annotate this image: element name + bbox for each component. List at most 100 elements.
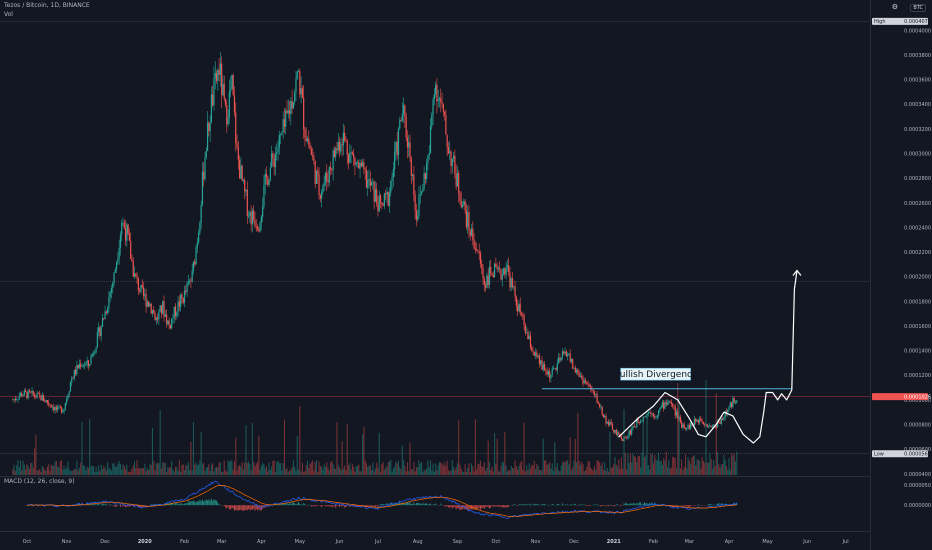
candle-body: [94, 352, 96, 354]
candle-body: [206, 122, 209, 151]
volume-bar: [199, 460, 201, 475]
candle-body: [392, 169, 394, 178]
macd-hist-bar: [643, 502, 645, 506]
volume-bar: [440, 462, 442, 475]
volume-bar: [207, 466, 209, 475]
macd-hist-bar: [281, 503, 283, 506]
macd-hist-bar: [291, 502, 293, 506]
macd-hist-bar: [266, 505, 268, 506]
volume-bar: [354, 471, 356, 475]
candle-body: [272, 153, 274, 159]
macd-hist-bar: [78, 503, 80, 506]
macd-hist-bar: [208, 499, 210, 506]
volume-bar: [63, 465, 65, 475]
candle-body: [627, 436, 629, 439]
macd-hist-bar: [517, 505, 519, 506]
volume-bar: [429, 460, 432, 475]
macd-hist-bar: [108, 505, 110, 506]
macd-hist-bar: [718, 503, 720, 506]
macd-hist-bar: [464, 505, 466, 510]
price-tick-label: 0.0001200: [904, 373, 931, 379]
time-tick-label: Apr: [257, 539, 267, 545]
time-tick-label: May: [762, 539, 772, 545]
candle-body: [322, 186, 324, 192]
candle-body: [725, 411, 728, 414]
volume-bar: [240, 466, 242, 475]
volume-bar: [684, 454, 687, 475]
macd-hist-bar: [207, 500, 209, 506]
volume-bar: [287, 471, 289, 475]
volume-bar: [588, 461, 590, 475]
volume-bar: [433, 471, 435, 475]
volume-bar: [565, 460, 567, 475]
volume-bar: [235, 437, 237, 475]
candle-body: [470, 228, 473, 236]
volume-bar: [664, 460, 666, 475]
currency-badge[interactable]: BTC: [910, 4, 926, 12]
volume-bar: [600, 465, 602, 475]
candle-body: [271, 153, 273, 168]
candle-body: [394, 151, 396, 170]
volume-bar: [517, 469, 519, 475]
candle-body: [623, 437, 625, 442]
macd-hist-bar: [646, 502, 648, 506]
candle-body: [575, 369, 578, 373]
candle-body: [713, 424, 715, 427]
macd-hist-bar: [374, 505, 376, 507]
macd-hist-bar: [173, 504, 175, 506]
candle-body: [549, 371, 551, 379]
macd-hist-bar: [469, 505, 471, 510]
candle-body: [315, 170, 318, 184]
macd-hist-bar: [508, 505, 510, 507]
macd-hist-bar: [623, 503, 625, 506]
volume-bar: [295, 470, 297, 475]
macd-hist-bar: [597, 504, 599, 506]
macd-hist-bar: [159, 504, 161, 506]
candle-body: [604, 416, 606, 418]
candle-body: [200, 205, 202, 223]
macd-hist-bar: [415, 503, 417, 506]
volume-bar: [650, 454, 652, 475]
candle-body: [100, 326, 102, 336]
macd-tick-label: 0.0000050: [904, 483, 931, 489]
volume-bar: [189, 469, 191, 475]
volume-bar: [67, 461, 69, 475]
macd-hist-bar: [294, 503, 296, 506]
macd-hist-bar: [574, 503, 576, 506]
candle-body: [336, 148, 338, 151]
candle-body: [555, 368, 557, 371]
volume-bar: [638, 455, 640, 475]
macd-hist-bar: [440, 503, 442, 506]
candle-body: [625, 437, 628, 439]
gear-icon[interactable]: ⚙: [891, 3, 898, 11]
macd-hist-bar: [127, 505, 129, 506]
volume-bar: [289, 470, 291, 475]
candle-body: [385, 193, 387, 195]
volume-bar: [723, 454, 725, 475]
volume-bar: [292, 460, 294, 475]
time-tick-label: Feb: [180, 539, 189, 545]
candle-body: [221, 63, 223, 96]
macd-hist-bar: [194, 501, 196, 506]
candle-body: [724, 411, 726, 418]
candle-body: [399, 119, 401, 129]
volume-bar: [160, 468, 162, 475]
candle-body: [388, 192, 391, 206]
volume-bar: [280, 463, 282, 475]
time-tick-label: Oct: [23, 539, 32, 545]
macd-hist-bar: [586, 505, 588, 507]
volume-bar: [651, 453, 653, 475]
candle-body: [663, 402, 665, 409]
macd-hist-bar: [456, 505, 458, 509]
macd-hist-bar: [391, 502, 393, 506]
candle-body: [146, 301, 148, 307]
candle-body: [686, 427, 688, 430]
candle-body: [554, 368, 556, 369]
volume-bar: [376, 462, 378, 475]
candle-body: [540, 360, 542, 365]
macd-hist-bar: [617, 504, 619, 506]
volume-bar: [49, 471, 51, 475]
candle-body: [666, 402, 669, 405]
macd-hist-bar: [613, 505, 615, 507]
